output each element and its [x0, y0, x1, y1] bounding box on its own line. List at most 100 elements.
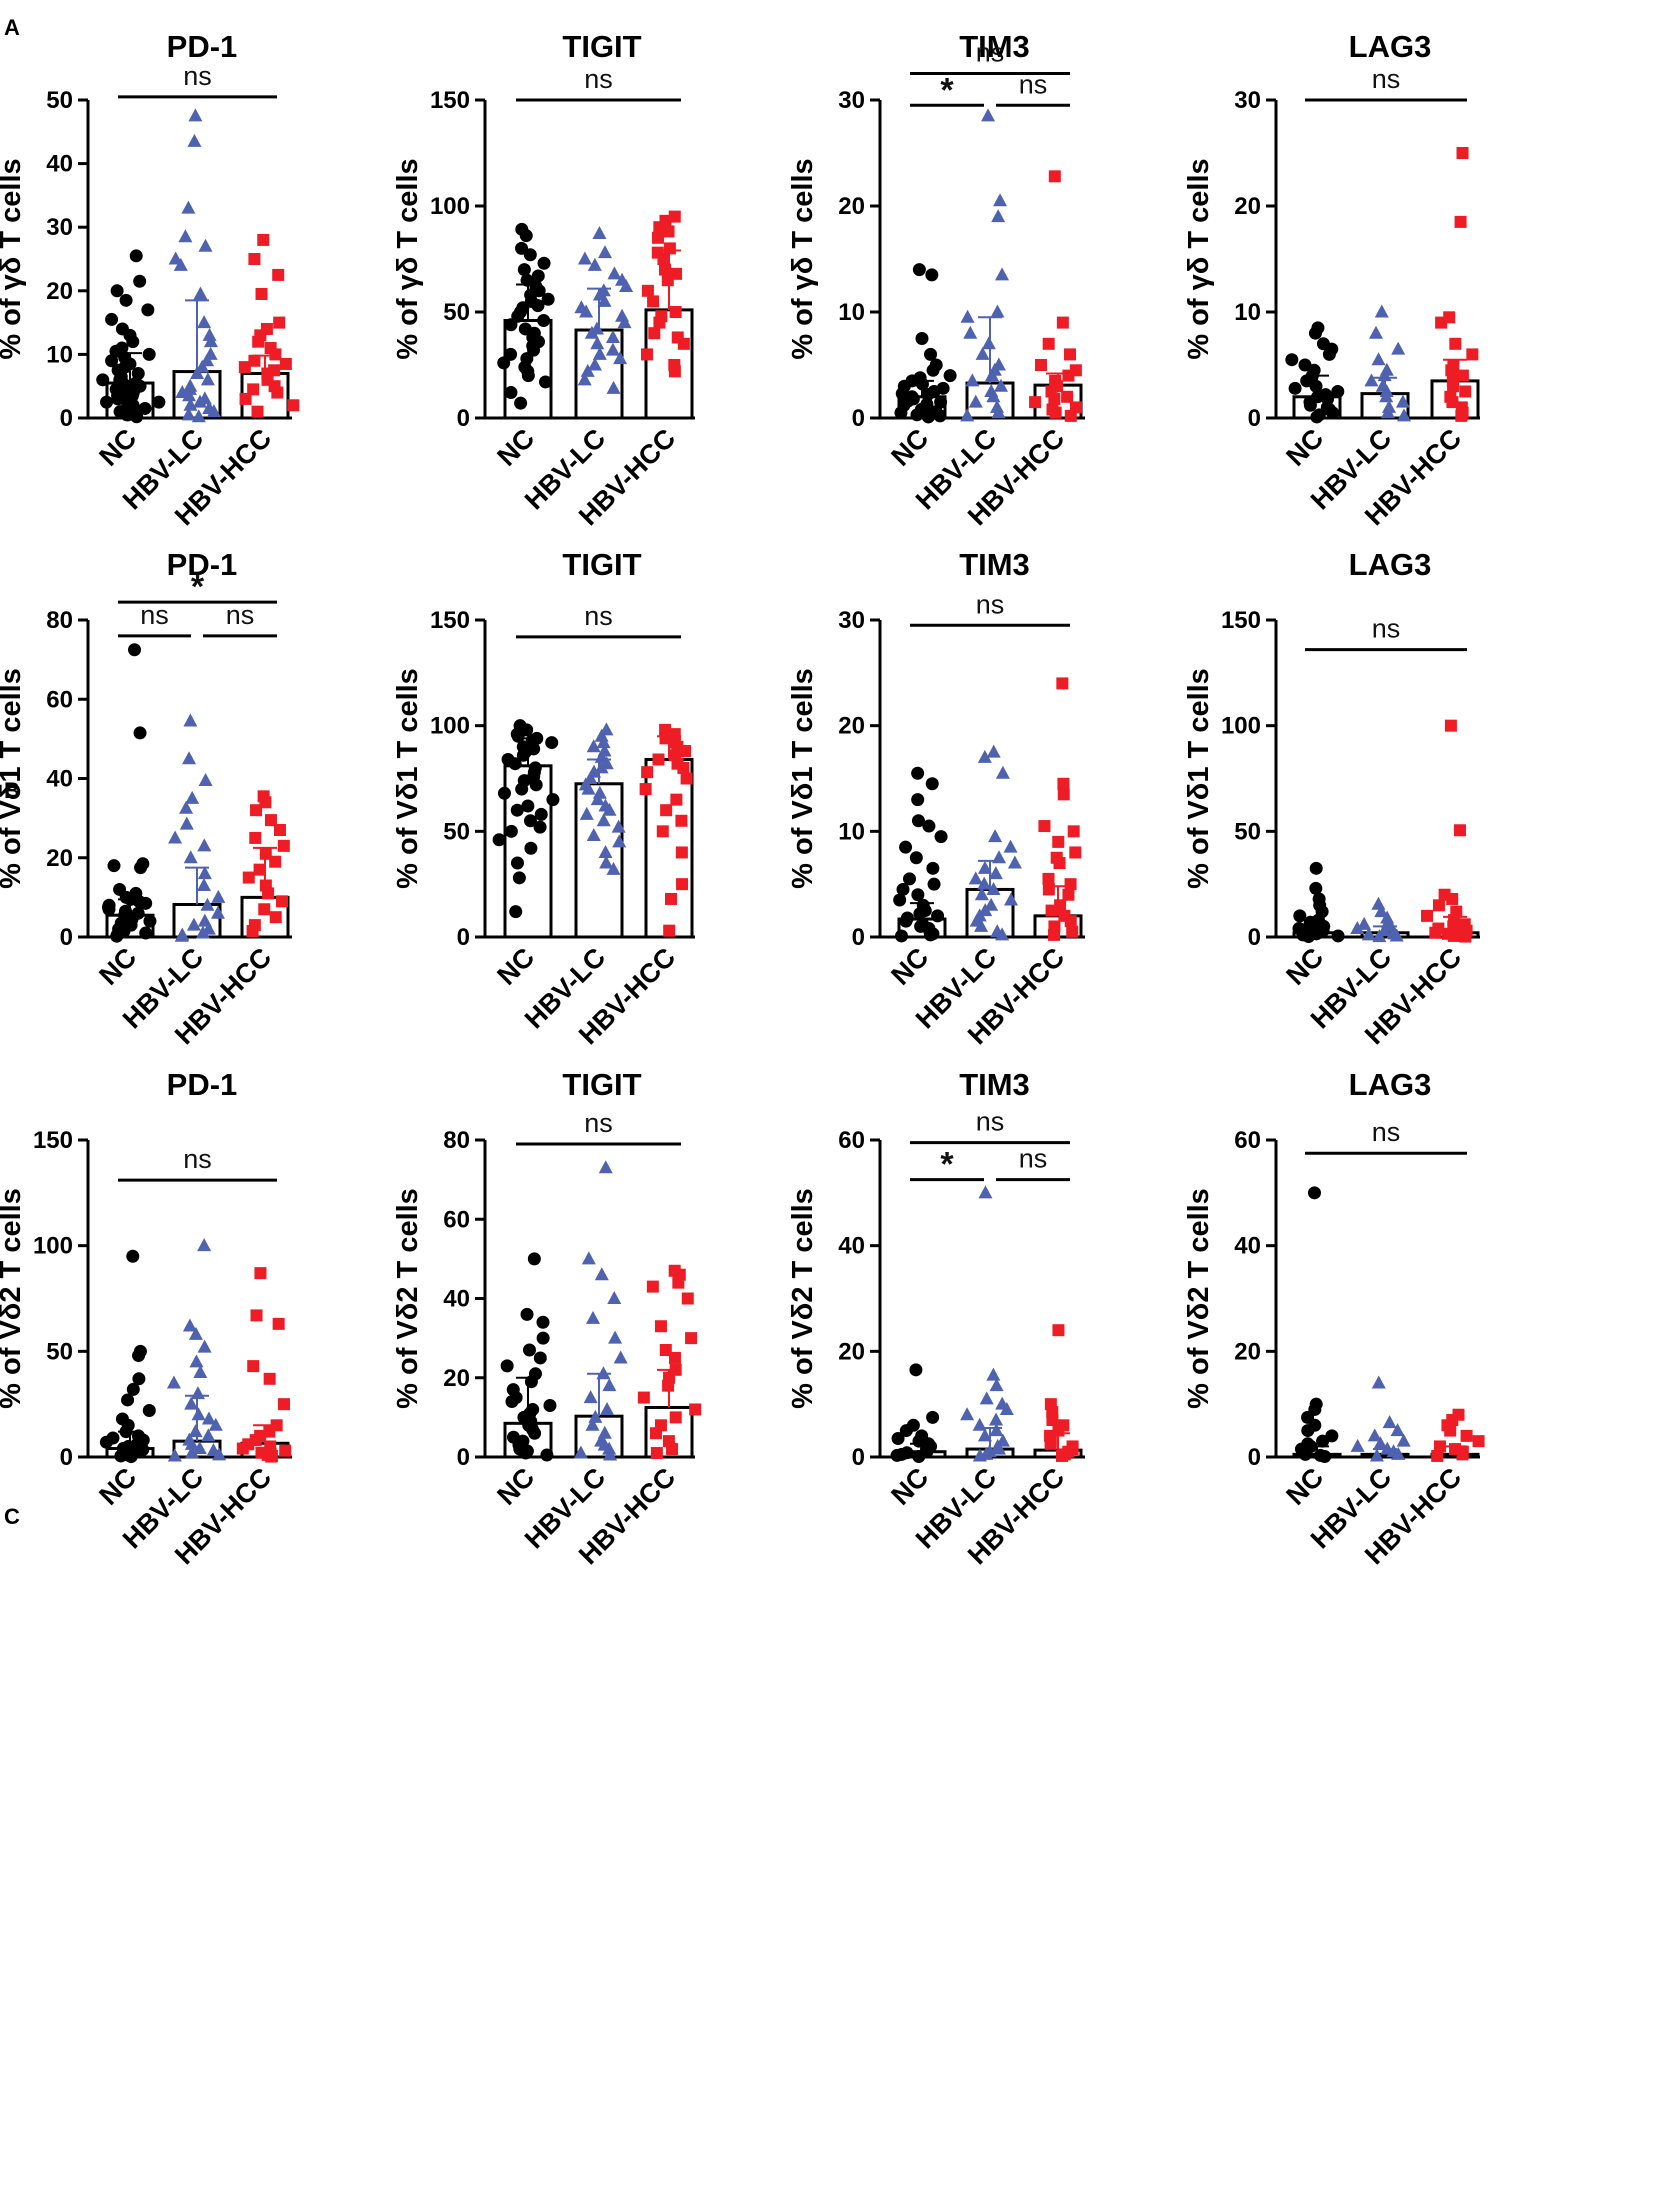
data-point	[1042, 883, 1055, 896]
data-point	[541, 292, 555, 306]
y-tick-label: 100	[33, 1233, 73, 1260]
y-axis-label: % of Vδ1 T cells	[1183, 668, 1215, 889]
data-point	[656, 825, 669, 838]
data-point	[181, 200, 196, 214]
data-point	[597, 293, 612, 307]
data-point	[133, 274, 147, 288]
y-tick-label: 0	[852, 924, 865, 951]
data-point	[200, 372, 215, 386]
data-point	[182, 381, 197, 395]
data-point	[647, 295, 660, 308]
data-point	[1053, 857, 1066, 870]
data-point	[537, 256, 551, 270]
data-point	[184, 1396, 199, 1410]
y-tick-label: 20	[443, 1365, 470, 1392]
data-point	[191, 409, 206, 423]
data-point	[592, 346, 607, 360]
data-point	[279, 357, 292, 370]
y-tick-label: 0	[1248, 405, 1261, 432]
data-point	[178, 229, 193, 243]
data-point	[637, 1391, 650, 1404]
data-point	[269, 348, 282, 361]
chart-title: PD-1	[167, 547, 238, 582]
data-point	[1397, 408, 1412, 422]
data-point	[255, 287, 268, 300]
data-point	[203, 334, 218, 348]
data-point	[242, 871, 255, 884]
data-point	[121, 1393, 135, 1407]
category-label-nc: NC	[885, 942, 934, 991]
data-point	[1444, 719, 1457, 732]
data-point	[492, 833, 506, 847]
data-point	[514, 396, 528, 410]
data-point	[531, 299, 545, 313]
data-point	[1459, 385, 1472, 398]
chart-a-tigit: TIGIT% of γδ T cells050100150nsNCHBV-LCH…	[392, 29, 695, 531]
data-point	[272, 268, 285, 281]
data-point	[1472, 1435, 1485, 1448]
data-point	[1318, 1449, 1332, 1463]
significance-label: ns	[183, 1144, 212, 1174]
data-point	[911, 793, 925, 807]
data-point	[181, 407, 196, 421]
significance-label: *	[191, 568, 205, 606]
data-point	[921, 410, 935, 424]
data-point	[250, 804, 263, 817]
data-point	[143, 914, 157, 928]
data-point	[1003, 839, 1018, 853]
data-point	[509, 905, 523, 919]
data-point	[132, 1349, 146, 1363]
data-point	[1064, 878, 1077, 891]
data-point	[257, 233, 270, 246]
data-point	[1302, 930, 1316, 944]
chart-b-tim3: TIM3% of Vδ1 T cells0102030nsNCHBV-LCHBV…	[787, 547, 1085, 1050]
data-point	[239, 392, 252, 405]
data-point	[676, 878, 689, 891]
y-tick-label: 150	[1221, 607, 1261, 634]
data-point	[1331, 385, 1345, 398]
data-point	[911, 888, 925, 902]
data-point	[994, 378, 1009, 392]
data-point	[1367, 1428, 1382, 1442]
data-point	[1052, 1324, 1065, 1337]
data-point	[1435, 316, 1448, 329]
data-point	[1447, 380, 1460, 393]
data-point	[129, 249, 143, 263]
data-point	[995, 765, 1010, 779]
data-point	[581, 781, 596, 795]
y-tick-label: 0	[1248, 1444, 1261, 1471]
chart-title: LAG3	[1349, 29, 1432, 64]
data-point	[504, 386, 518, 400]
data-point	[273, 824, 286, 837]
data-point	[669, 306, 682, 318]
data-point	[119, 293, 133, 307]
data-point	[187, 133, 202, 147]
chart-title: PD-1	[167, 29, 238, 64]
data-point	[965, 373, 980, 387]
data-point	[1045, 904, 1058, 917]
data-point	[1049, 406, 1062, 419]
data-point	[650, 1447, 663, 1460]
y-tick-label: 20	[1234, 1338, 1261, 1365]
y-tick-label: 40	[1234, 1233, 1261, 1260]
y-tick-label: 150	[33, 1127, 73, 1154]
data-point	[602, 802, 617, 816]
data-point	[596, 813, 611, 827]
data-point	[141, 303, 155, 317]
data-point	[985, 368, 1000, 382]
data-point	[989, 1378, 1004, 1392]
data-point	[1459, 930, 1472, 943]
data-point	[168, 830, 183, 844]
data-point	[979, 1391, 994, 1405]
data-point	[126, 335, 140, 349]
y-tick-label: 20	[46, 845, 73, 872]
data-point	[909, 1363, 923, 1377]
data-point	[1444, 1424, 1457, 1437]
category-label-nc: NC	[1280, 1462, 1329, 1511]
data-point	[606, 380, 621, 394]
data-point	[670, 793, 683, 806]
data-point	[142, 347, 156, 361]
data-point	[182, 388, 197, 402]
